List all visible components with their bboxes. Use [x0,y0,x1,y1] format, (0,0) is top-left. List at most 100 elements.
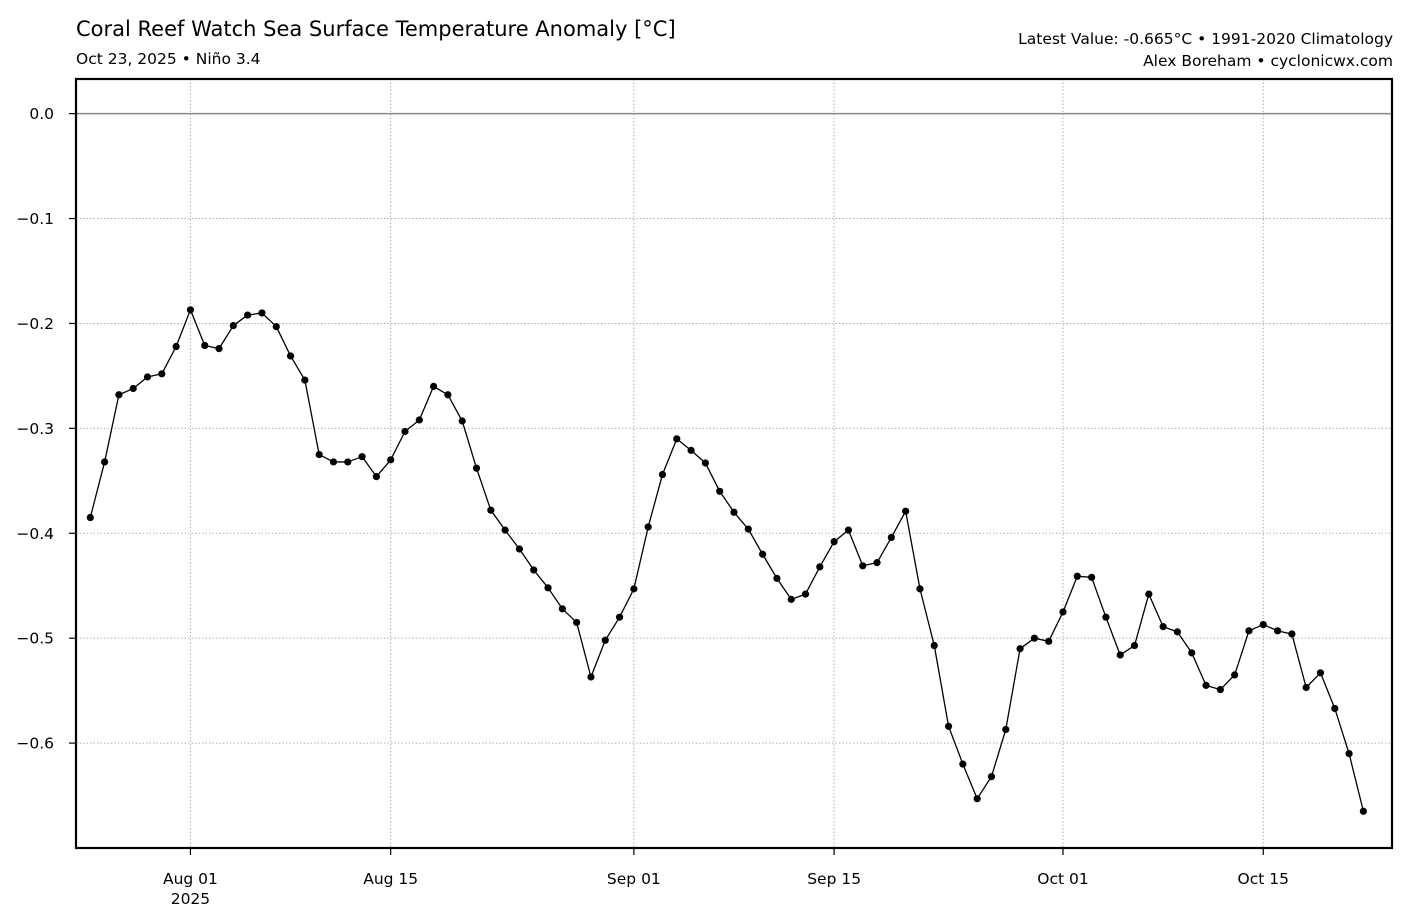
x-tick-sublabel: 2025 [171,890,210,908]
data-point [902,507,910,515]
data-point [1202,681,1210,689]
data-point [816,563,824,571]
data-point [844,526,853,534]
data-point [1130,641,1139,650]
data-point [215,345,223,353]
data-point [186,306,195,314]
data-point [1002,725,1010,734]
data-point [601,636,609,644]
data-point [544,584,552,592]
x-tick-label: Aug 15 [363,870,418,888]
data-point [101,458,109,466]
data-point [558,605,566,613]
data-point [1316,669,1325,677]
data-point [830,538,838,546]
data-point [286,352,295,360]
y-tick-label: −0.4 [16,525,54,543]
y-tick-label: −0.5 [16,630,54,648]
x-tick-label: Oct 15 [1238,870,1289,888]
series-line [89,309,1365,812]
plot-frame [74,77,1394,850]
data-point [115,391,123,399]
data-point [387,456,395,464]
data-point [172,342,180,351]
data-point [415,416,423,424]
y-tick-label: −0.2 [16,315,54,333]
data-point [1231,671,1239,679]
data-point [859,562,867,570]
data-point [515,545,524,553]
data-point [615,613,624,621]
data-point [944,722,953,730]
data-point [272,322,280,331]
data-point [244,311,252,319]
data-point [1145,590,1153,598]
data-point [630,585,638,593]
data-point [86,513,94,522]
data-point [229,321,237,330]
data-point [444,391,452,399]
data-point [873,559,881,567]
data-point [1288,630,1296,638]
data-point [987,773,996,781]
data-point [959,760,967,768]
data-point [1016,645,1024,653]
data-point [1088,573,1096,581]
data-point [744,525,752,533]
data-point [1073,572,1081,580]
data-point [1273,627,1282,635]
data-point [430,382,438,390]
data-point [701,459,709,467]
data-point [158,370,166,378]
data-point [143,373,152,381]
x-tick-label: Oct 01 [1037,870,1088,888]
x-tick-label: Aug 01 [163,870,218,888]
credit-text: Alex Boreham • cyclonicwx.com [1143,52,1393,70]
y-tick-label: −0.3 [16,420,54,438]
x-tick-label: Sep 01 [607,870,661,888]
data-point [1216,685,1224,694]
data-point [329,458,338,466]
data-point [1030,634,1038,642]
x-tick-label: Sep 15 [807,870,861,888]
data-point [916,585,924,593]
data-point [201,341,209,350]
data-point [258,309,266,317]
data-point [801,590,810,598]
data-point [1159,623,1167,631]
latest-value-text: Latest Value: -0.665°C • 1991-2020 Clima… [1018,30,1393,48]
data-point [773,574,781,582]
data-point [401,427,409,436]
data-point [1245,627,1253,635]
data-point [1116,651,1124,659]
data-point [344,458,352,466]
data-point [1102,613,1110,621]
data-point [687,446,695,454]
data-point [501,526,509,534]
data-point [673,435,681,443]
data-point [1259,620,1267,629]
data-point [472,464,481,472]
data-point [1045,637,1053,645]
data-point [887,533,895,542]
data-point [730,508,738,516]
data-point [716,487,724,495]
y-tick-label: −0.6 [16,735,54,753]
data-point [1345,749,1353,758]
chart-subtitle: Oct 23, 2025 • Niño 3.4 [76,50,261,68]
data-point [487,506,495,514]
y-tick-label: 0.0 [29,105,54,123]
data-point [1331,704,1339,713]
chart-title: Coral Reef Watch Sea Surface Temperature… [76,17,676,41]
data-point [587,673,595,681]
data-point [315,450,323,459]
y-tick-label: −0.1 [16,210,54,228]
data-point [1188,649,1196,657]
data-point [1059,608,1067,616]
data-point [759,550,767,558]
data-point [1359,807,1367,815]
data-point [458,417,466,425]
data-point [973,795,981,803]
info-panel: Latest Value: -0.665°C • 1991-2020 Clima… [1018,28,1393,72]
